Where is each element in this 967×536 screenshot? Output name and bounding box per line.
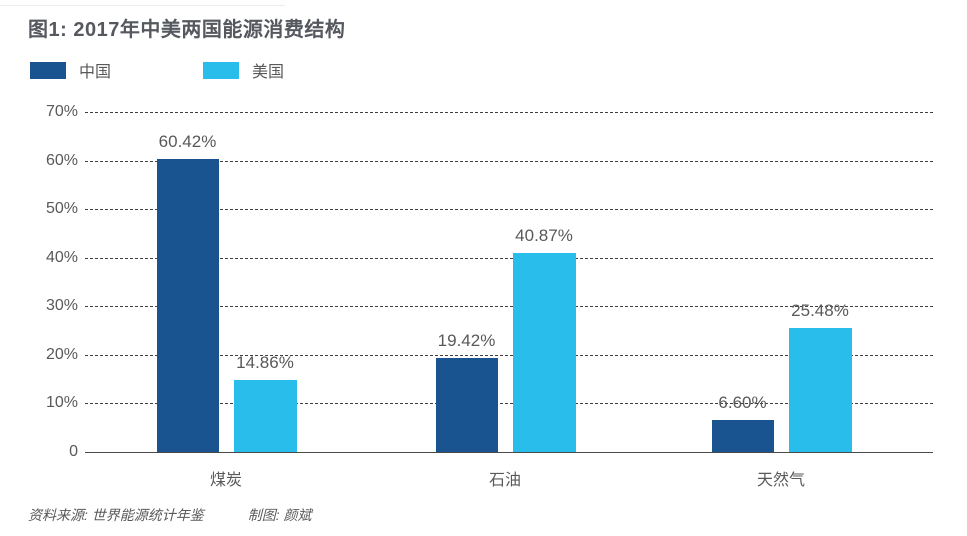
legend-item-usa: 美国 bbox=[203, 58, 284, 82]
y-tick-label-40: 40% bbox=[45, 248, 78, 266]
category-label-煤炭: 煤炭 bbox=[209, 472, 242, 489]
category-label-天然气: 天然气 bbox=[756, 472, 805, 489]
bar-value-label-美国-煤炭: 14.86% bbox=[236, 352, 294, 372]
bar-美国-煤炭 bbox=[233, 379, 297, 452]
bar-value-label-中国-天然气: 6.60% bbox=[718, 392, 767, 412]
bar-美国-天然气 bbox=[788, 328, 852, 452]
legend-label-china: 中国 bbox=[79, 64, 112, 81]
bar-value-label-中国-煤炭: 60.42% bbox=[158, 131, 217, 151]
data-source-note: 资料来源: 世界能源统计年鉴 bbox=[28, 507, 204, 523]
y-tick-label-0: 0 bbox=[69, 443, 78, 460]
gridline-30 bbox=[85, 306, 933, 308]
y-tick-label-30: 30% bbox=[45, 297, 78, 315]
gridline-50 bbox=[85, 209, 933, 211]
bar-value-label-美国-石油: 40.87% bbox=[515, 226, 573, 246]
bar-value-label-中国-石油: 19.42% bbox=[437, 330, 496, 350]
y-tick-label-20: 20% bbox=[45, 345, 78, 363]
bar-中国-天然气 bbox=[711, 419, 774, 452]
legend-swatch-china bbox=[30, 61, 66, 79]
y-tick-label-60: 60% bbox=[45, 151, 78, 169]
chart-legend: 中国 美国 bbox=[30, 58, 284, 82]
x-axis-line bbox=[85, 452, 933, 453]
y-tick-label-10: 10% bbox=[45, 394, 78, 412]
gridline-40 bbox=[85, 257, 933, 259]
chart-title: 图1: 2017年中美两国能源消费结构 bbox=[28, 19, 346, 41]
gridline-20 bbox=[85, 354, 933, 356]
y-tick-label-70: 70% bbox=[45, 103, 78, 120]
top-divider bbox=[0, 5, 285, 6]
legend-item-china: 中国 bbox=[30, 58, 111, 82]
y-tick-label-50: 50% bbox=[45, 200, 78, 218]
bar-美国-石油 bbox=[512, 253, 576, 452]
credit-note: 制图: 颜斌 bbox=[247, 507, 312, 523]
gridline-60 bbox=[85, 160, 933, 162]
bar-中国-石油 bbox=[435, 357, 498, 452]
legend-label-usa: 美国 bbox=[252, 64, 285, 81]
gridline-10 bbox=[85, 403, 933, 405]
legend-swatch-usa bbox=[203, 61, 240, 79]
category-label-石油: 石油 bbox=[488, 472, 521, 489]
footer: 资料来源: 世界能源统计年鉴 制图: 颜斌 bbox=[28, 505, 312, 525]
gridline-70 bbox=[85, 112, 933, 113]
bar-中国-煤炭 bbox=[156, 158, 219, 452]
bar-value-label-美国-天然气: 25.48% bbox=[791, 301, 849, 321]
